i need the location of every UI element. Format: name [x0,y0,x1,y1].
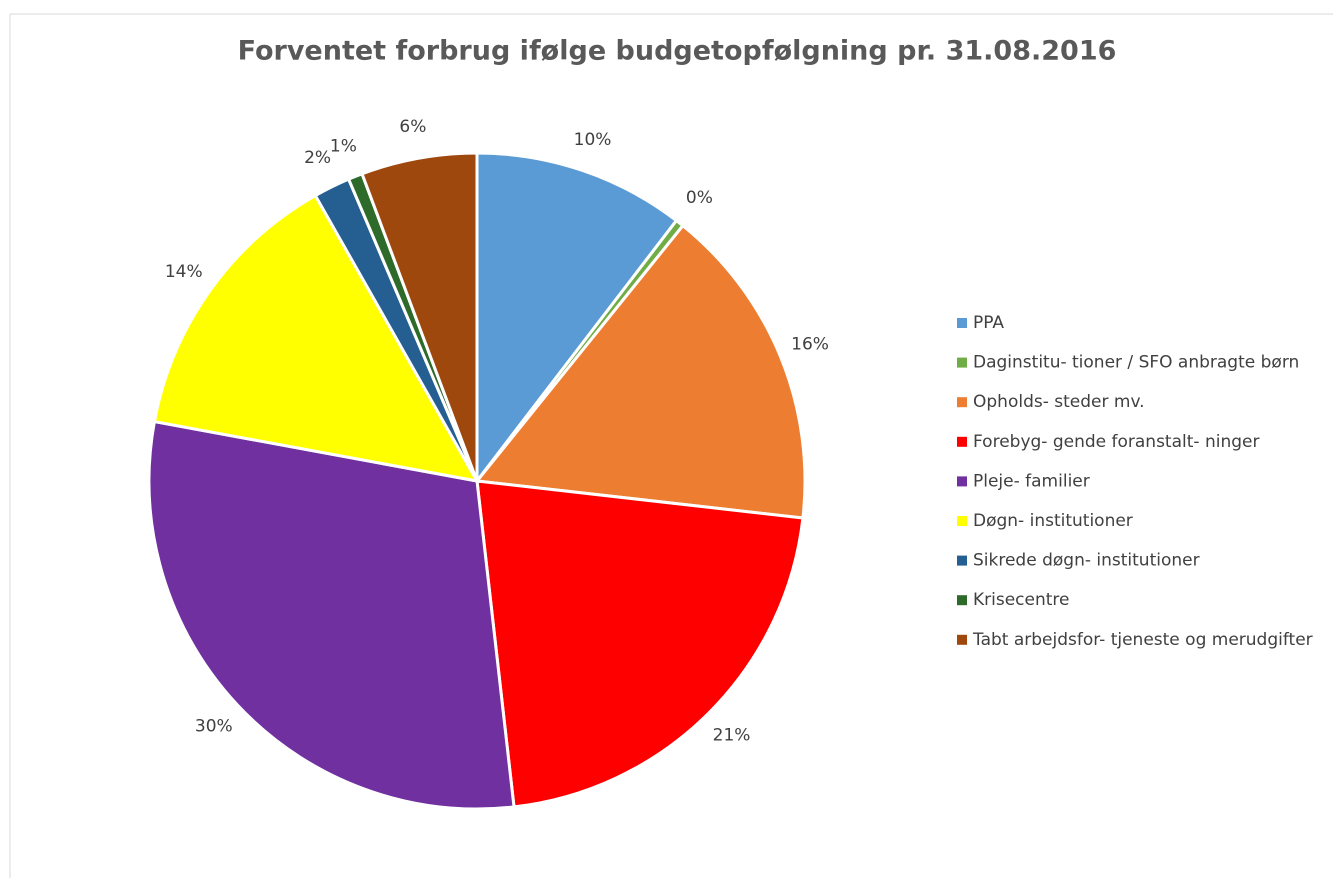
legend-label: Tabt arbejdsfor- tjeneste og merudgifter [972,630,1313,650]
legend-swatch [957,357,967,368]
data-label: 6% [399,117,426,137]
legend-swatch [957,476,967,487]
pie-slice [360,151,479,482]
legend-swatch [957,555,967,566]
legend-label: Døgn- institutioner [973,511,1133,531]
data-label: 2% [304,148,331,168]
legend-label: Daginstitu- tioner / SFO anbragte børn [973,353,1299,373]
data-label: 30% [195,717,233,737]
legend-label: Opholds- steder mv. [973,392,1145,412]
legend-swatch [957,634,967,645]
data-label: 1% [330,137,357,157]
data-label: 10% [574,130,612,150]
legend-swatch [957,318,967,328]
legend-label: Krisecentre [973,590,1070,610]
data-label: 14% [165,262,203,282]
legend-swatch [957,436,967,447]
legend-swatch [957,516,967,526]
pie-slice [474,223,807,520]
pie-slice [475,151,679,486]
legend-label: PPA [973,313,1004,333]
chart-title: Forventet forbrug ifølge budgetopfølgnin… [238,36,1117,67]
legend-swatch [957,397,967,408]
pie-slice [147,419,516,811]
legend-swatch [957,595,967,606]
legend-label: Sikrede døgn- institutioner [973,551,1200,571]
data-label: 0% [686,188,713,208]
legend-label: Pleje- familier [973,471,1090,491]
pie-slice [475,479,805,809]
legend-label: Forebyg- gende foranstalt- ninger [973,432,1259,452]
pie-slice [152,193,480,484]
data-label: 21% [713,726,751,746]
data-label: 16% [791,334,829,354]
